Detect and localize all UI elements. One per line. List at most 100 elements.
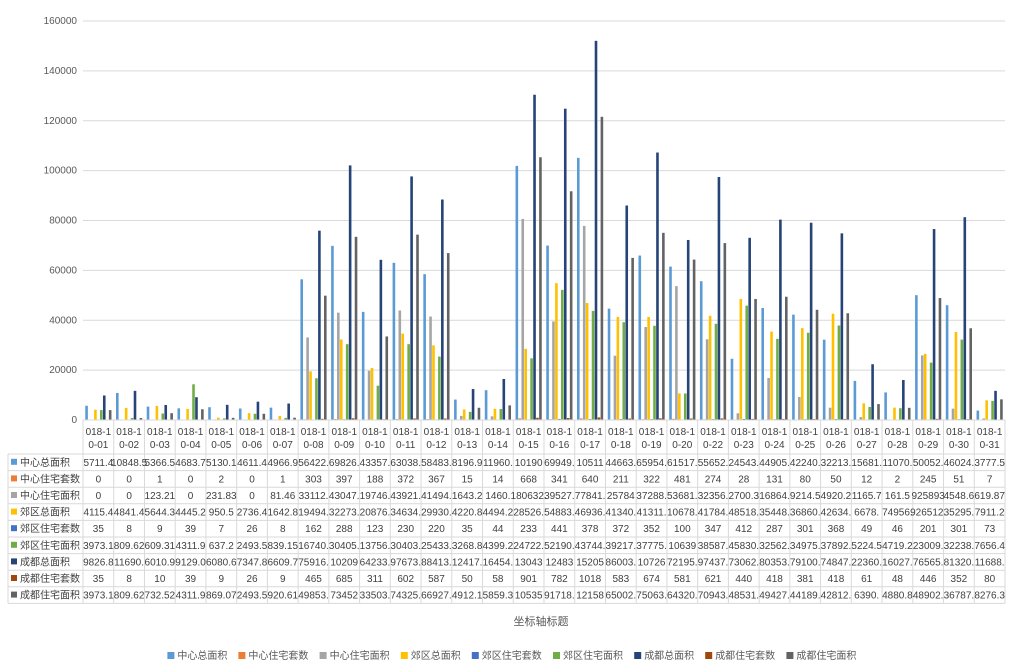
table-cell: 301 bbox=[951, 524, 968, 535]
table-cell: 49853. bbox=[298, 591, 329, 602]
table-cell: 732.52 bbox=[145, 591, 176, 602]
table-cell: 0 bbox=[249, 474, 255, 485]
bar bbox=[625, 205, 629, 420]
table-cell: 15 bbox=[462, 474, 474, 485]
table-cell: 901 bbox=[520, 574, 537, 585]
bar bbox=[300, 279, 303, 420]
row-color-key bbox=[11, 541, 17, 548]
bar bbox=[938, 298, 942, 420]
bar bbox=[638, 255, 642, 420]
table-cell: 8276.3 bbox=[974, 591, 1005, 602]
bar bbox=[102, 395, 106, 420]
legend-swatch bbox=[167, 652, 175, 659]
bar bbox=[994, 390, 997, 420]
row-color-key bbox=[11, 492, 17, 498]
bar bbox=[963, 217, 967, 420]
bar bbox=[600, 116, 604, 420]
bar bbox=[546, 245, 549, 420]
table-cell: 4683.7 bbox=[175, 458, 206, 469]
table-cell: 368 bbox=[828, 524, 845, 535]
table-cell: 20876. bbox=[360, 508, 391, 519]
table-cell: 9 bbox=[157, 524, 163, 535]
x-tick-label: 018-1 bbox=[823, 427, 849, 438]
table-cell: 602 bbox=[397, 574, 414, 585]
table-cell: 4841.4 bbox=[114, 508, 145, 519]
legend-item: 成都住宅面积 bbox=[796, 649, 856, 662]
table-cell: 9 bbox=[219, 574, 225, 585]
table-cell: 10639 bbox=[668, 541, 696, 552]
bar bbox=[960, 339, 964, 420]
x-tick-label: 018-1 bbox=[700, 427, 726, 438]
x-tick-label: 0-04 bbox=[181, 440, 201, 451]
x-tick-label: 0-02 bbox=[119, 440, 139, 451]
table-cell: 372 bbox=[612, 524, 629, 535]
table-cell: 440 bbox=[735, 574, 752, 585]
x-tick-label: 018-1 bbox=[362, 427, 388, 438]
table-cell: 64320. bbox=[667, 591, 698, 602]
x-tick-label: 0-18 bbox=[611, 440, 631, 451]
table-cell: 88413. bbox=[421, 557, 452, 568]
table-cell: 51 bbox=[953, 474, 965, 485]
table-cell: 16454. bbox=[483, 557, 514, 568]
table-cell: 33112. bbox=[299, 491, 329, 502]
table-cell: 75063. bbox=[636, 591, 667, 602]
table-cell: 481 bbox=[674, 474, 691, 485]
bar bbox=[116, 392, 119, 420]
table-cell: 131 bbox=[766, 474, 783, 485]
bar bbox=[256, 401, 260, 420]
table-cell: 230 bbox=[397, 524, 414, 535]
row-color-key bbox=[11, 508, 17, 515]
bar bbox=[644, 327, 647, 420]
x-tick-label: 0-28 bbox=[887, 440, 907, 451]
bar bbox=[195, 397, 198, 420]
bar bbox=[730, 358, 734, 420]
bar bbox=[170, 413, 173, 420]
table-cell: 9 bbox=[280, 574, 286, 585]
legend-item: 郊区住宅面积 bbox=[563, 649, 623, 662]
table-cell: 15681. bbox=[851, 458, 882, 469]
bar bbox=[536, 417, 539, 420]
table-cell: 74956. bbox=[882, 508, 913, 519]
bar bbox=[321, 418, 324, 420]
table-cell: 674 bbox=[643, 574, 660, 585]
table-cell: 61 bbox=[861, 574, 873, 585]
table-cell: 621 bbox=[705, 574, 722, 585]
bar bbox=[840, 233, 844, 420]
table-cell: 36787. bbox=[944, 591, 975, 602]
bar bbox=[484, 390, 488, 420]
table-cell: 42240. bbox=[790, 458, 821, 469]
table-cell: 2 bbox=[219, 474, 225, 485]
bar bbox=[828, 407, 832, 420]
bar bbox=[146, 406, 150, 420]
x-tick-label: 018-1 bbox=[485, 427, 511, 438]
bar bbox=[490, 416, 494, 420]
bar bbox=[622, 322, 626, 420]
bar bbox=[809, 222, 813, 420]
x-tick-label: 018-1 bbox=[670, 427, 696, 438]
table-cell: 39217. bbox=[606, 541, 637, 552]
table-cell: 11070. bbox=[883, 458, 913, 469]
table-cell: 46024. bbox=[944, 458, 975, 469]
bar bbox=[471, 389, 475, 420]
x-tick-label: 0-31 bbox=[980, 440, 1000, 451]
table-cell: 782 bbox=[551, 574, 568, 585]
table-cell: 28526. bbox=[513, 508, 544, 519]
table-cell: 73452 bbox=[330, 591, 358, 602]
x-tick-label: 018-1 bbox=[116, 427, 142, 438]
x-tick-label: 0-14 bbox=[488, 440, 508, 451]
x-axis-title: 坐标轴标题 bbox=[514, 614, 569, 628]
table-cell: 2493.5 bbox=[237, 591, 268, 602]
legend-item: 中心总面积 bbox=[177, 649, 227, 662]
y-tick-label: 140000 bbox=[44, 66, 78, 77]
table-cell: 231.83 bbox=[206, 491, 237, 502]
bar bbox=[920, 355, 924, 420]
table-cell: 72195. bbox=[667, 557, 698, 568]
table-row-name: 成都住宅面积 bbox=[20, 589, 80, 602]
table-cell: 36860. bbox=[790, 508, 821, 519]
bar bbox=[177, 408, 181, 420]
bar bbox=[186, 408, 189, 420]
x-tick-label: 018-1 bbox=[639, 427, 665, 438]
bar bbox=[742, 418, 746, 420]
table-cell: 1460. bbox=[485, 491, 510, 502]
